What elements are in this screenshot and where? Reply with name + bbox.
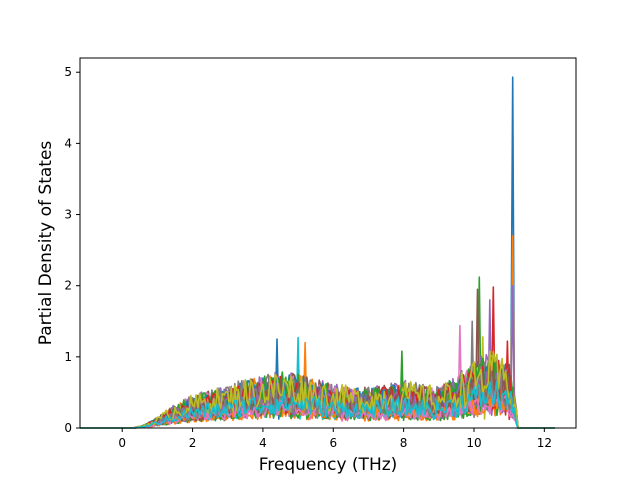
x-tick-label: 2 — [189, 436, 197, 450]
x-tick-label: 10 — [466, 436, 481, 450]
y-tick-label: 5 — [64, 65, 72, 79]
y-axis-ticks: 0 1 2 3 4 5 — [64, 65, 80, 435]
y-tick-label: 2 — [64, 279, 72, 293]
plot-frame — [79, 57, 577, 429]
x-axis-ticks: 0 2 4 6 8 10 12 — [118, 428, 552, 450]
x-axis-label: Frequency (THz) — [259, 455, 398, 475]
x-tick-label: 6 — [329, 436, 337, 450]
y-tick-label: 1 — [64, 350, 72, 364]
x-tick-label: 4 — [259, 436, 267, 450]
y-tick-label: 4 — [64, 136, 72, 150]
y-tick-label: 0 — [64, 421, 72, 435]
x-tick-label: 8 — [400, 436, 408, 450]
series-line — [80, 350, 555, 429]
series-lines — [80, 76, 555, 429]
x-tick-label: 12 — [537, 436, 552, 450]
y-tick-label: 3 — [64, 208, 72, 222]
y-axis-label: Partial Density of States — [36, 141, 56, 346]
x-tick-label: 0 — [118, 436, 126, 450]
series-line — [80, 380, 555, 429]
